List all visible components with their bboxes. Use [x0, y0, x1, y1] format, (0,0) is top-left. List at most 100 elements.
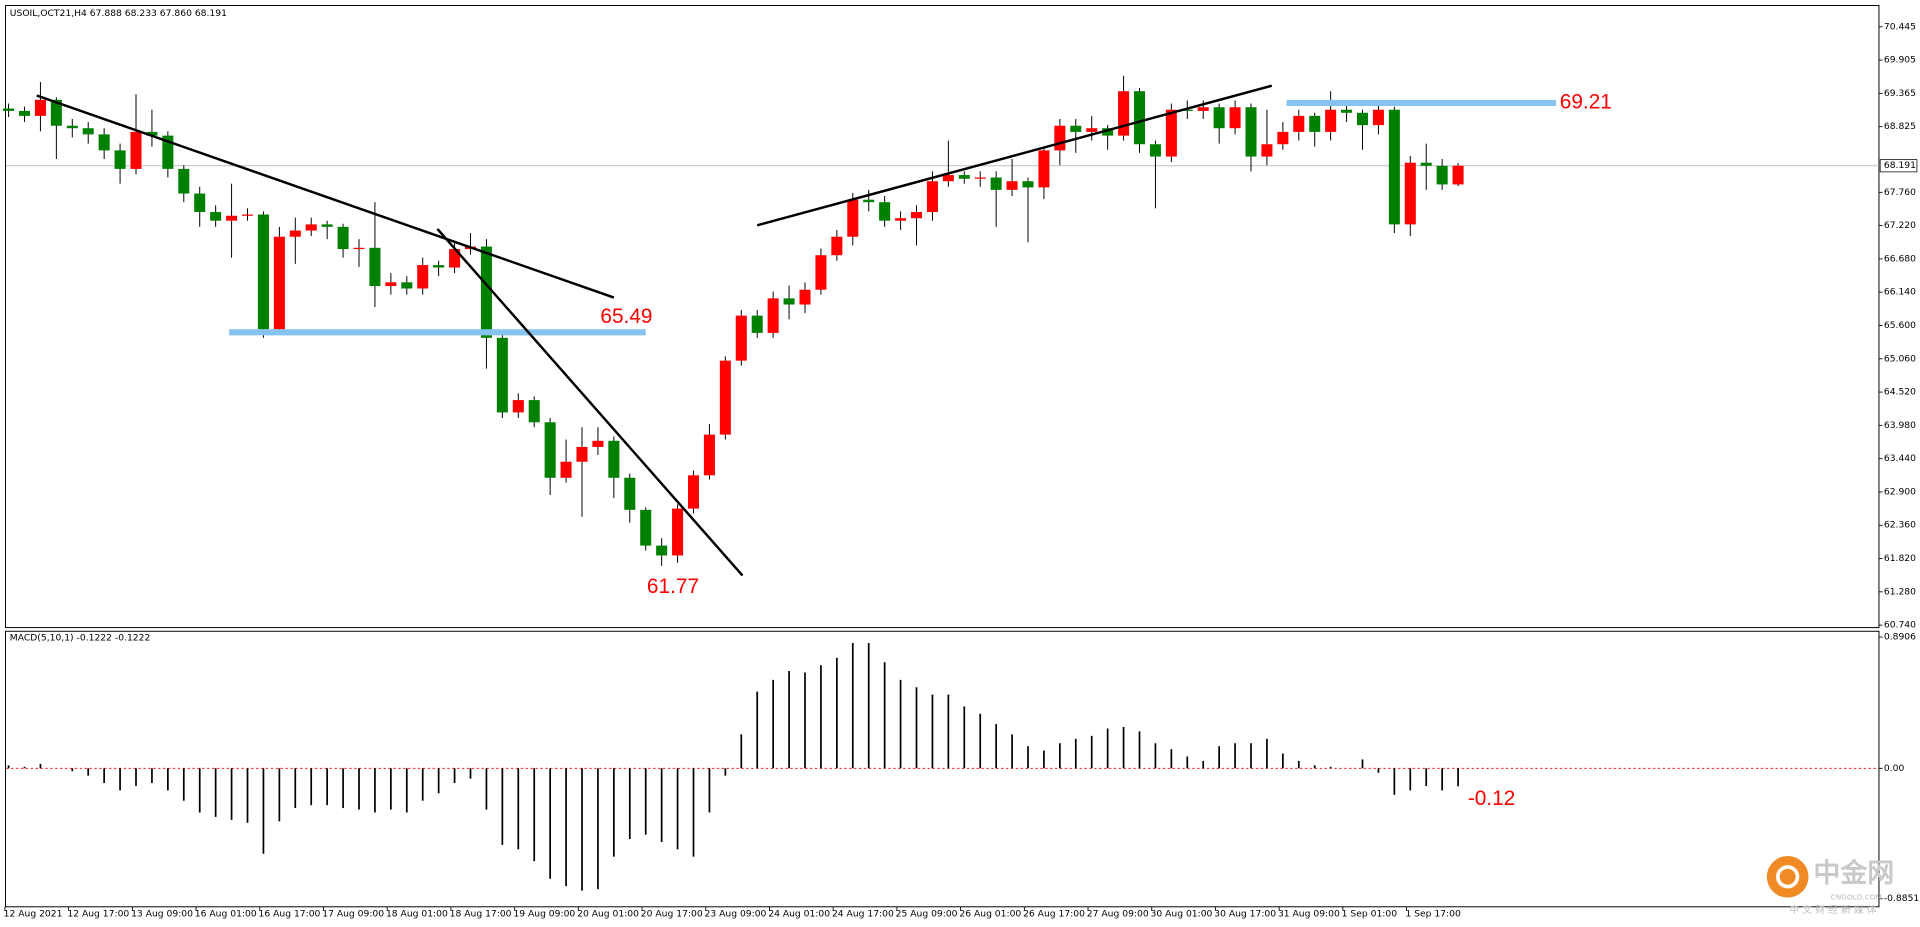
candle-body [3, 108, 15, 111]
x-tick-label: 13 Aug 09:00 [131, 909, 193, 920]
candle-body [385, 282, 397, 287]
candle-body [1436, 165, 1448, 185]
candle-body [369, 247, 381, 287]
candle-body [178, 168, 190, 194]
candle-body [194, 193, 206, 213]
candle-body [1341, 109, 1353, 113]
x-tick-label: 20 Aug 01:00 [577, 909, 639, 920]
x-tick-label: 24 Aug 17:00 [832, 909, 894, 920]
y-tick-label: 65.060 [1884, 353, 1916, 364]
candle-body [958, 175, 970, 179]
candle-body [656, 545, 668, 556]
candle-body [831, 236, 843, 256]
candle-body [863, 199, 875, 203]
candle-body [1070, 125, 1082, 132]
candle-body [496, 337, 508, 413]
candle-body [1038, 150, 1050, 188]
x-tick-label: 26 Aug 17:00 [1023, 909, 1085, 920]
x-tick-label: 25 Aug 09:00 [896, 909, 958, 920]
candle-body [640, 509, 652, 546]
candle-body [799, 289, 811, 305]
candle-body [560, 461, 572, 478]
y-tick-label: 65.600 [1884, 320, 1916, 331]
candle-body [353, 247, 365, 250]
x-tick-label: 27 Aug 09:00 [1087, 909, 1149, 920]
candle-body [50, 99, 62, 126]
y-tick-label: 66.140 [1884, 287, 1916, 298]
y-tick-label: 64.520 [1884, 387, 1916, 398]
candle-body [114, 150, 126, 169]
y-tick-label: 60.740 [1884, 620, 1916, 631]
y-tick-label: 69.905 [1884, 55, 1916, 66]
candle-body [624, 477, 636, 510]
candle-body [687, 475, 700, 509]
candle-body [1149, 144, 1161, 157]
x-tick-label: 17 Aug 09:00 [322, 909, 384, 920]
candle-body [1388, 109, 1400, 225]
y-tick-label: 67.220 [1884, 220, 1916, 231]
candle-body [1086, 128, 1098, 132]
y-tick-label: 68.825 [1884, 121, 1916, 132]
candle-body [417, 265, 429, 289]
candle-body [1277, 131, 1289, 145]
current-price-box [1879, 159, 1918, 173]
candle-body [576, 446, 588, 462]
candle-body [433, 265, 445, 268]
candle-body [1118, 91, 1130, 136]
x-tick-label: 23 Aug 09:00 [705, 909, 767, 920]
candle-body [146, 131, 158, 136]
y2-tick-label: 0.8906 [1884, 632, 1916, 643]
x-tick-label: 1 Sep 01:00 [1342, 909, 1398, 920]
candle-body [1245, 107, 1257, 157]
candle-body [1325, 109, 1337, 132]
price-annotation: 61.77 [647, 575, 699, 598]
x-tick-label: 24 Aug 01:00 [768, 909, 830, 920]
candle-body [257, 214, 269, 330]
candle-body [273, 236, 285, 330]
candle-body [18, 110, 31, 116]
candle-body [82, 128, 94, 135]
x-tick-label: 30 Aug 17:00 [1214, 909, 1276, 920]
candle-body [672, 508, 684, 556]
candle-body [990, 177, 1002, 190]
x-tick-label: 16 Aug 01:00 [195, 909, 257, 920]
candle-body [305, 224, 317, 231]
logo-mark [1776, 865, 1800, 889]
x-tick-label: 20 Aug 17:00 [641, 909, 703, 920]
candle-body [783, 298, 795, 305]
price-annotation: 69.21 [1560, 90, 1612, 113]
trend-line [756, 84, 1273, 227]
candle-body [879, 202, 891, 221]
x-tick-label: 26 Aug 01:00 [959, 909, 1021, 920]
candle-body [337, 226, 349, 250]
candle-body [608, 440, 620, 478]
candle-body [1229, 107, 1241, 129]
candle-body [942, 175, 954, 182]
macd-panel [5, 630, 1880, 908]
candle-body [528, 400, 540, 423]
candle-body [592, 440, 604, 447]
candle-body [1372, 109, 1384, 126]
candle-body [1006, 181, 1018, 190]
candle-body [1293, 115, 1305, 132]
candle-body [735, 315, 747, 361]
y-tick-label: 69.365 [1884, 88, 1916, 99]
candle-body [703, 434, 715, 476]
indicator-title: MACD(5,10,1) -0.1222 -0.1222 [10, 633, 151, 644]
candle-body [926, 181, 938, 213]
candle-body [162, 135, 174, 169]
y-tick-label: 66.680 [1884, 253, 1916, 264]
candle-body [895, 218, 907, 221]
x-tick-label: 19 Aug 09:00 [513, 909, 575, 920]
trend-line [436, 228, 744, 577]
x-tick-label: 12 Aug 2021 [4, 909, 63, 920]
logo [1766, 855, 1809, 898]
candle-body [751, 315, 763, 333]
x-tick-label: 16 Aug 17:00 [259, 909, 321, 920]
x-tick-label: 18 Aug 17:00 [450, 909, 512, 920]
current-price-label: 68.191 [1884, 160, 1916, 171]
candle-body [98, 134, 110, 151]
x-tick-label: 18 Aug 01:00 [386, 909, 448, 920]
candle-body [512, 400, 524, 413]
